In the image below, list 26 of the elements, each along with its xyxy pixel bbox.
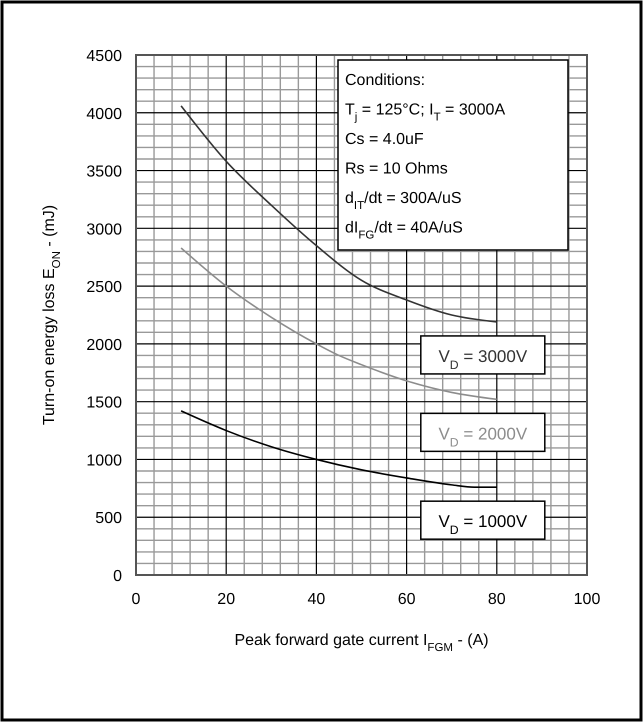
x-tick-label: 40: [308, 591, 326, 608]
y-tick-label: 2000: [86, 336, 122, 354]
annotation: d$_{IT}$/dt = 300A/uS: [345, 190, 462, 212]
annotation: Cs = 4.0uF: [345, 131, 424, 148]
y-tick-label: 1000: [86, 452, 122, 470]
y-tick-label: 2500: [86, 279, 122, 296]
y-tick-label: 4500: [86, 48, 122, 65]
y-tick-label: 3500: [86, 164, 122, 181]
x-tick-label: 80: [488, 591, 506, 608]
annotation: Conditions:: [345, 72, 426, 89]
x-axis-title: Peak forward gate current I$_{FGM}$ - (A): [234, 632, 489, 654]
annotation: T$_{j}$ = 125°C; I$_{T}$ = 3000A: [345, 102, 506, 124]
series-label: V$_{D}$ = 2000V: [438, 424, 528, 450]
annotation: Rs = 10 Ohms: [345, 160, 448, 178]
y-tick-label: 500: [95, 510, 122, 528]
series-label: V$_{D}$ = 1000V: [438, 512, 528, 538]
annotation: dI$_{FG}$/dt = 40A/uS: [345, 220, 463, 242]
y-tick-label: 0: [113, 568, 122, 585]
y-tick-label: 4000: [86, 106, 122, 123]
x-tick-label: 60: [398, 591, 416, 608]
x-tick-label: 100: [574, 591, 600, 608]
y-tick-label: 1500: [86, 394, 122, 412]
x-tick-label: 0: [132, 591, 141, 608]
x-tick-label: 20: [217, 591, 236, 608]
y-tick-label: 3000: [86, 221, 122, 238]
text: V$_{D}$ = 3000V: [438, 346, 528, 372]
